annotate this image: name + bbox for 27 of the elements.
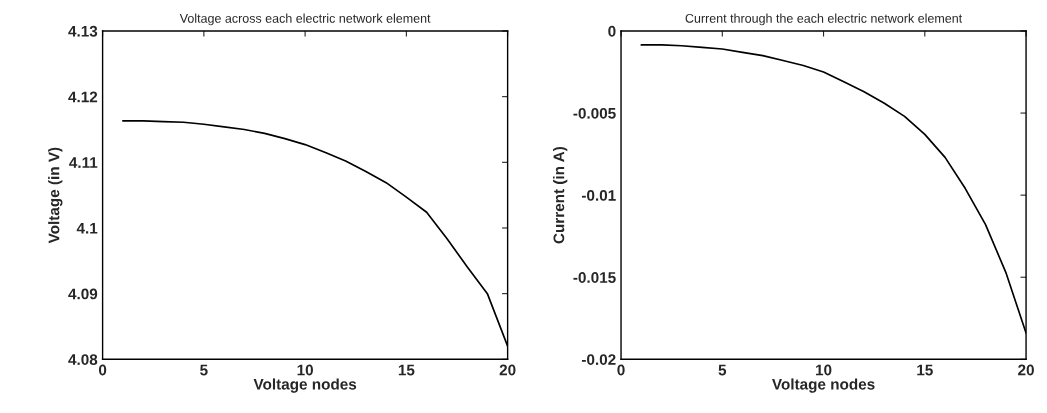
x-tick-label: 0: [98, 364, 107, 376]
x-tick-label: 20: [499, 364, 516, 376]
x-tick-label: 5: [718, 364, 727, 376]
y-axis-title: Current (in A): [553, 146, 568, 244]
y-tick-label: 4.1: [76, 223, 98, 234]
y-tick-label: 0: [608, 25, 616, 37]
x-tick-label: 10: [297, 364, 313, 376]
y-tick-label: 4.08: [68, 354, 98, 365]
x-tick-label: 20: [1018, 364, 1034, 376]
y-tick-label: -0.02: [581, 354, 616, 365]
y-tick-label: 4.13: [68, 25, 98, 37]
x-axis-title: Voltage nodes: [772, 378, 875, 393]
x-tick-label: 0: [617, 364, 625, 376]
y-tick-label: -0.015: [573, 272, 616, 283]
y-tick-label: 4.09: [68, 288, 98, 300]
chart-title: Voltage across each electric network element: [179, 13, 431, 26]
y-tick-label: -0.005: [573, 107, 616, 119]
x-tick-label: 10: [816, 364, 832, 376]
chart-title: Current through the each electric network element: [685, 13, 963, 26]
y-axis-title: Voltage (in V): [48, 147, 63, 244]
x-axis-title: Voltage nodes: [253, 378, 357, 393]
y-tick-label: -0.01: [581, 190, 616, 201]
y-tick-label: 4.11: [69, 157, 98, 168]
y-tick-label: 4.12: [68, 91, 98, 103]
x-tick-label: 15: [398, 364, 415, 376]
x-tick-label: 15: [917, 364, 933, 376]
x-tick-label: 5: [200, 364, 208, 376]
